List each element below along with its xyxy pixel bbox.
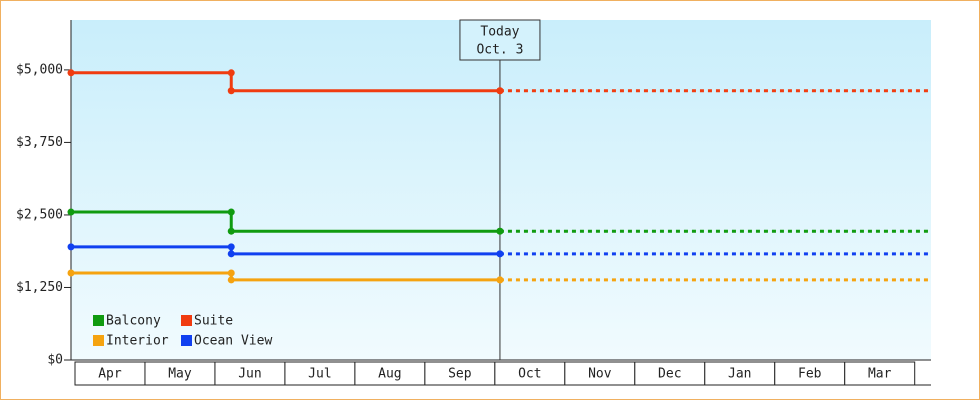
point: [227, 227, 235, 235]
legend-swatch: [181, 315, 192, 326]
x-tick-label: Apr: [98, 367, 122, 382]
x-tick-label: Feb: [798, 367, 822, 382]
point: [227, 87, 235, 95]
y-tick-label: $1,250: [16, 280, 63, 295]
point: [496, 87, 504, 95]
x-tick-label: May: [168, 367, 192, 382]
point: [227, 250, 235, 258]
point: [67, 69, 75, 77]
point: [67, 208, 75, 216]
legend-label: Balcony: [106, 314, 161, 329]
x-tick-label: Oct: [518, 367, 541, 382]
x-tick-label: Aug: [378, 367, 401, 382]
point: [67, 269, 75, 277]
point: [227, 208, 235, 216]
x-tick-label: Mar: [868, 367, 892, 382]
today-box: [459, 19, 541, 61]
today-label: Today: [480, 25, 519, 40]
legend-swatch: [93, 335, 104, 346]
today-label: Oct. 3: [476, 43, 523, 58]
y-tick-label: $0: [47, 353, 63, 368]
x-tick-label: Dec: [658, 367, 681, 382]
point: [496, 276, 504, 284]
legend-label: Interior: [106, 334, 169, 349]
point: [496, 227, 504, 235]
y-tick-label: $2,500: [16, 207, 63, 222]
point: [227, 276, 235, 284]
point: [67, 243, 75, 251]
x-tick-label: Jan: [728, 367, 751, 382]
point: [227, 269, 235, 277]
legend-label: Ocean View: [194, 334, 272, 349]
point: [227, 69, 235, 77]
legend-swatch: [93, 315, 104, 326]
x-tick-label: Nov: [588, 367, 612, 382]
legend-label: Suite: [194, 314, 233, 329]
x-tick-label: Jun: [238, 367, 261, 382]
plot-area: [71, 20, 931, 360]
y-tick-label: $5,000: [16, 62, 63, 77]
legend-swatch: [181, 335, 192, 346]
y-tick-label: $3,750: [16, 135, 63, 150]
point: [496, 250, 504, 258]
x-tick-label: Sep: [448, 367, 472, 382]
x-cell: [844, 361, 916, 386]
x-tick-label: Jul: [308, 367, 331, 382]
point: [227, 243, 235, 251]
